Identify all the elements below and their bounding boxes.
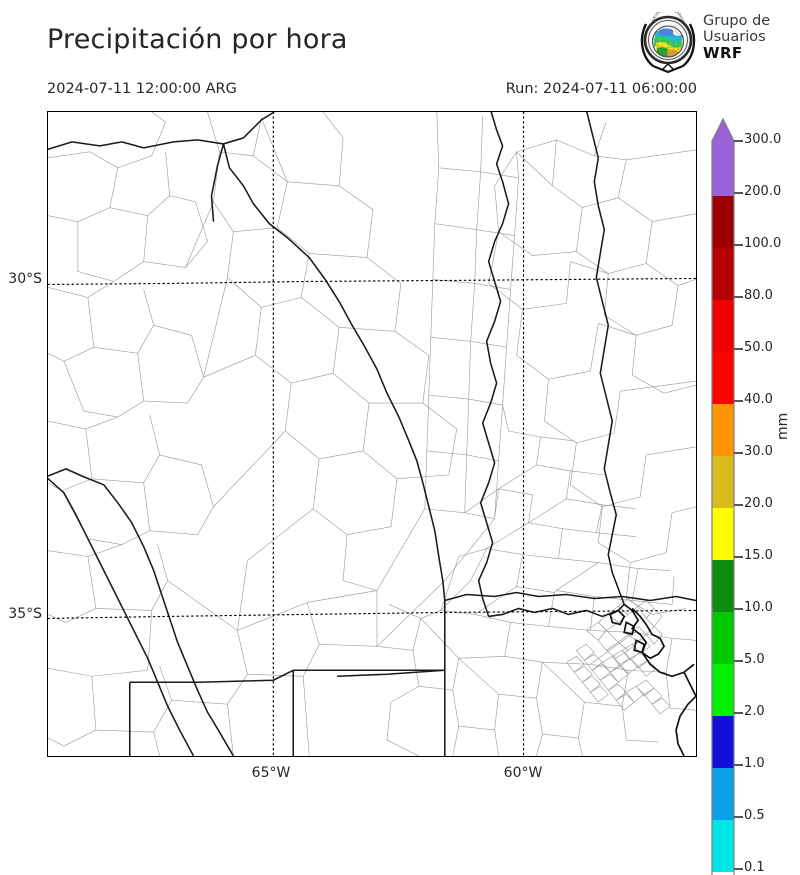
colorbar-band-stack xyxy=(712,141,734,875)
colorbar-tick-label-2.0: 2.0 xyxy=(744,704,765,719)
colorbar-tick-mark xyxy=(734,140,743,142)
colorbar-tick-mark xyxy=(734,764,743,766)
wrf-globe-seal-icon: GRUPO DE USUARIOS WRF xyxy=(637,12,696,74)
logo-line-1: Grupo de xyxy=(703,13,771,29)
colorbar-tick-mark xyxy=(734,816,743,818)
coastline xyxy=(609,603,696,756)
colorbar-tick-mark xyxy=(734,296,743,298)
colorbar-arrow-up-icon xyxy=(711,117,735,142)
colorbar-tick-label-50.0: 50.0 xyxy=(744,340,773,355)
colorbar-tick-label-40.0: 40.0 xyxy=(744,392,773,407)
colorbar-tick-label-20.0: 20.0 xyxy=(744,496,773,511)
colorbar-tick-mark xyxy=(734,868,743,870)
colorbar-tick-label-200.0: 200.0 xyxy=(744,184,782,199)
map-plot-area[interactable] xyxy=(47,111,697,757)
logo-text: Grupo de Usuarios WRF xyxy=(703,13,771,63)
valid-time-label: 2024-07-11 12:00:00 ARG xyxy=(47,81,237,97)
lon-tick-60W: 60°W xyxy=(503,765,543,781)
graticule-lines xyxy=(48,112,696,756)
colorbar-tick-mark xyxy=(734,504,743,506)
colorbar-tick-mark xyxy=(734,452,743,454)
colorbar-units-label: mm xyxy=(775,412,791,440)
colorbar-tick-label-80.0: 80.0 xyxy=(744,288,773,303)
colorbar-tick-mark xyxy=(734,660,743,662)
department-boundaries xyxy=(48,112,696,756)
colorbar-tick-label-300.0: 300.0 xyxy=(744,132,782,147)
province-boundaries xyxy=(48,112,696,756)
colorbar-tick-label-30.0: 30.0 xyxy=(744,444,773,459)
colorbar-tick-mark xyxy=(734,348,743,350)
colorbar-tick-label-10.0: 10.0 xyxy=(744,600,773,615)
colorbar-tick-label-5.0: 5.0 xyxy=(744,652,765,667)
colorbar-tick-label-1.0: 1.0 xyxy=(744,756,765,771)
logo-block: GRUPO DE USUARIOS WRF Grupo de xyxy=(637,12,797,76)
page-title: Precipitación por hora xyxy=(47,24,348,55)
run-time-label: Run: 2024-07-11 06:00:00 xyxy=(505,81,697,97)
lat-tick-35S: 35°S xyxy=(8,606,42,622)
colorbar-tick-label-15.0: 15.0 xyxy=(744,548,773,563)
colorbar-outline xyxy=(711,141,735,875)
lat-tick-30S: 30°S xyxy=(8,271,42,287)
colorbar-tick-label-0.5: 0.5 xyxy=(744,808,765,823)
logo-line-3: WRF xyxy=(703,44,743,63)
colorbar-tick-label-0.1: 0.1 xyxy=(744,860,765,875)
colorbar-tick-mark xyxy=(734,244,743,246)
colorbar-tick-mark xyxy=(734,192,743,194)
map-geography xyxy=(48,112,696,756)
colorbar-tick-mark xyxy=(734,712,743,714)
colorbar-tick-label-100.0: 100.0 xyxy=(744,236,782,251)
logo-line-2: Usuarios xyxy=(703,28,766,45)
colorbar-tick-mark xyxy=(734,400,743,402)
colorbar-tick-mark xyxy=(734,608,743,610)
colorbar-exact[interactable] xyxy=(711,117,800,875)
lon-tick-65W: 65°W xyxy=(251,765,291,781)
colorbar-tick-mark xyxy=(734,556,743,558)
colorbar-graphic xyxy=(711,117,735,875)
